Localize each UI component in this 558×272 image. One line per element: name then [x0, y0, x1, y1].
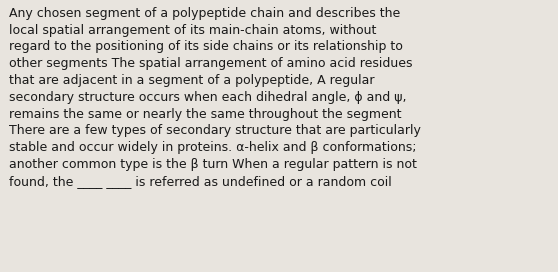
Text: Any chosen segment of a polypeptide chain and describes the
local spatial arrang: Any chosen segment of a polypeptide chai… [9, 7, 421, 188]
